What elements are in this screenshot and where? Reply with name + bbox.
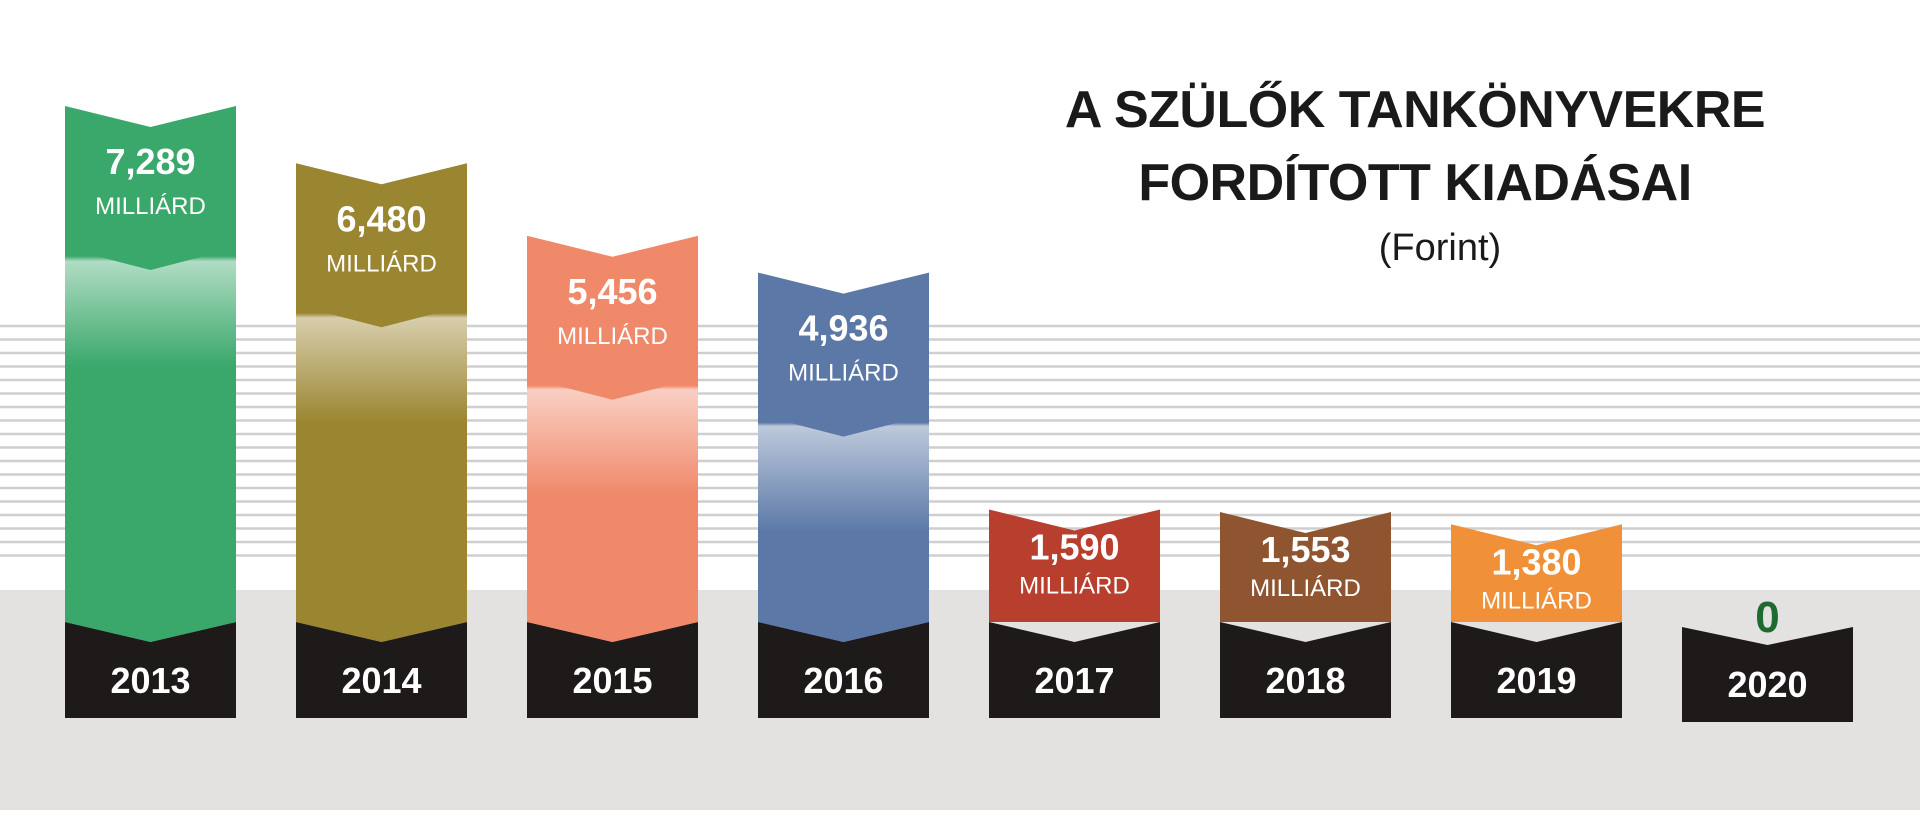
value-label-2016: 4,936	[798, 308, 888, 349]
year-block-2014	[296, 622, 467, 718]
unit-label-2014: MILLIÁRD	[326, 250, 437, 277]
bar-chevron-2013	[65, 246, 236, 270]
year-block-2020	[1682, 627, 1853, 722]
value-label-2020: 0	[1755, 593, 1779, 642]
bar-group-2016: 4,936 MILLIÁRD 2016	[758, 272, 929, 718]
bar-point-2016	[758, 622, 929, 642]
year-label-2016: 2016	[803, 660, 883, 701]
year-block-2019	[1451, 622, 1622, 718]
year-label-2019: 2019	[1496, 660, 1576, 701]
bar-point-2015	[527, 622, 698, 642]
bar-point-2013	[65, 622, 236, 642]
bar-group-2015: 5,456 MILLIÁRD 2015	[527, 235, 698, 718]
chart-title-line-1: A SZÜLŐK TANKÖNYVEKRE	[1065, 80, 1765, 139]
unit-label-2017: MILLIÁRD	[1019, 572, 1130, 599]
unit-label-2015: MILLIÁRD	[557, 323, 668, 350]
bar-group-2019: 1,380 MILLIÁRD 2019	[1451, 524, 1622, 718]
bar-group-2013: 7,289 MILLIÁRD 2013	[65, 106, 236, 718]
gridlines	[0, 324, 1920, 557]
chart-title-line-2: FORDÍTOTT KIADÁSAI	[1138, 154, 1691, 212]
value-label-2013: 7,289	[105, 141, 195, 182]
bar-2014	[296, 163, 467, 643]
bar-point-2014	[296, 622, 467, 642]
value-label-2018: 1,553	[1260, 529, 1350, 570]
unit-label-2013: MILLIÁRD	[95, 193, 206, 220]
year-label-2015: 2015	[572, 660, 652, 701]
value-label-2015: 5,456	[567, 271, 657, 312]
bar-group-2020: 0 2020	[1682, 593, 1853, 722]
year-label-2020: 2020	[1727, 664, 1807, 705]
bar-group-2014: 6,480 MILLIÁRD 2014	[296, 163, 467, 718]
title-backdrop	[1060, 70, 1780, 280]
bar-chevron-2016	[758, 412, 929, 437]
bar-2018	[1220, 512, 1391, 622]
bar-group-2018: 1,553 MILLIÁRD 2018	[1220, 512, 1391, 718]
bar-2013	[65, 106, 236, 642]
year-block-2017	[989, 622, 1160, 718]
unit-label-2019: MILLIÁRD	[1481, 587, 1592, 614]
value-label-2017: 1,590	[1029, 526, 1119, 567]
value-label-2014: 6,480	[336, 198, 426, 239]
chart-subtitle: (Forint)	[1379, 227, 1501, 269]
bar-2016	[758, 272, 929, 642]
year-block-2015	[527, 622, 698, 718]
year-block-2018	[1220, 622, 1391, 718]
value-label-2019: 1,380	[1491, 541, 1581, 582]
year-label-2013: 2013	[110, 660, 190, 701]
unit-label-2016: MILLIÁRD	[788, 360, 899, 387]
year-label-2018: 2018	[1265, 660, 1345, 701]
bar-2017	[989, 509, 1160, 622]
bar-chevron-2015	[527, 375, 698, 400]
bar-chevron-2014	[296, 303, 467, 328]
bar-group-2017: 1,590 MILLIÁRD 2017	[989, 509, 1160, 718]
bar-2015	[527, 235, 698, 642]
year-block-2013	[65, 622, 236, 718]
year-label-2014: 2014	[341, 660, 421, 701]
floor-band	[0, 590, 1920, 810]
unit-label-2018: MILLIÁRD	[1250, 575, 1361, 602]
bars-group: 7,289 MILLIÁRD 2013 6,480 MILLIÁRD 2014 5,456 M…	[65, 106, 1853, 722]
bar-2019	[1451, 524, 1622, 622]
year-block-2016	[758, 622, 929, 718]
year-label-2017: 2017	[1034, 660, 1114, 701]
